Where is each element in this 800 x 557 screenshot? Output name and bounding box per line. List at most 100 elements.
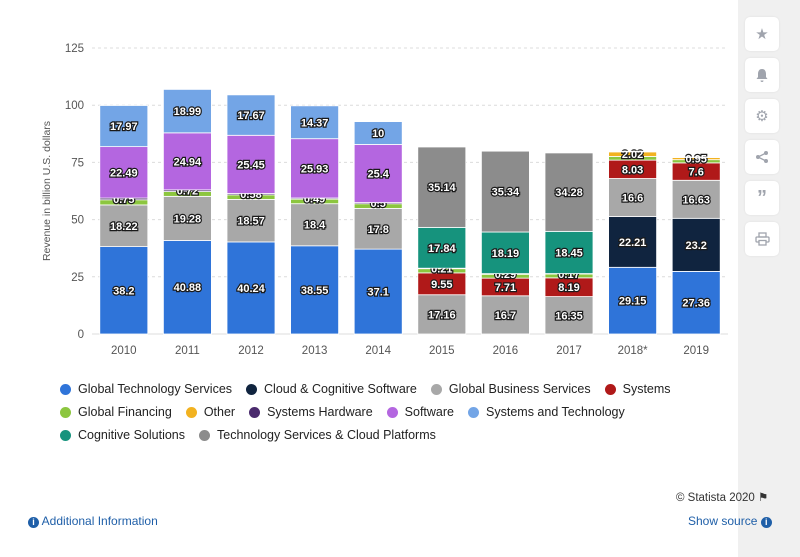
bar-segment: [480, 150, 530, 233]
bar-segment: [671, 217, 721, 272]
data-label: 29.15: [619, 296, 647, 308]
y-tick-label: 125: [65, 43, 84, 55]
bar-segment: [162, 88, 212, 134]
data-label: 17.16: [428, 309, 456, 321]
data-label: 0.95: [685, 154, 706, 166]
show-source-label: Show source: [688, 514, 758, 528]
data-label: 18.99: [174, 106, 202, 118]
x-tick-label: 2012: [238, 345, 264, 357]
legend-item[interactable]: Cognitive Solutions: [60, 428, 185, 442]
data-label: 25.93: [301, 163, 329, 175]
legend-swatch: [60, 383, 71, 395]
side-toolbar: ★ ⚙ ”: [745, 17, 781, 263]
legend-swatch: [468, 406, 480, 418]
bar-segment: [226, 199, 276, 243]
bar-segment: [608, 216, 657, 268]
bar-segment: [544, 230, 594, 274]
legend-item[interactable]: Systems Hardware: [249, 405, 373, 419]
legend-item[interactable]: Global Business Services: [430, 382, 591, 396]
data-label: 40.88: [174, 282, 202, 294]
info-icon: i: [28, 517, 39, 528]
legend-label: Global Business Services: [448, 382, 591, 396]
bar-segment: [608, 150, 657, 153]
bar-segment: [226, 134, 276, 194]
cite-button[interactable]: ”: [745, 181, 779, 215]
x-tick-label: 2016: [493, 345, 519, 357]
gear-icon: ⚙: [755, 108, 769, 125]
legend-item[interactable]: Global Technology Services: [60, 382, 232, 396]
credit-text: © Statista 2020: [676, 492, 755, 504]
data-label: 8.03: [622, 164, 643, 176]
additional-information-link[interactable]: i Additional Information: [28, 514, 158, 528]
chart-svg: 0 25 50 75 100 125 Revenue in billion U.S. dol…: [41, 43, 728, 357]
legend-item[interactable]: Systems and Technology: [468, 405, 625, 419]
legend-item[interactable]: Systems: [604, 382, 671, 396]
y-tick-label: 25: [71, 272, 84, 284]
legend-item[interactable]: Global Financing: [60, 405, 172, 419]
bar-segment: [417, 146, 467, 228]
y-tick-label: 0: [78, 329, 84, 341]
legend-label: Cloud & Cognitive Software: [264, 382, 417, 396]
info-icon: i: [760, 517, 772, 528]
data-label: 14.37: [301, 117, 329, 129]
legend: Global Technology Services Cloud & Cognit…: [60, 382, 730, 451]
legend-label: Software: [404, 405, 455, 419]
data-label: 22.21: [619, 237, 647, 249]
data-label: 16.63: [682, 194, 710, 206]
bar-segment: [290, 203, 340, 247]
favorite-button[interactable]: ★: [745, 17, 779, 51]
legend-label: Cognitive Solutions: [78, 428, 186, 442]
show-source-link[interactable]: Show source i: [688, 514, 772, 528]
x-tick-label: 2014: [365, 345, 391, 357]
legend-row: Global Financing Other Systems Hardware Sof…: [60, 405, 730, 419]
bar-segment: [671, 179, 721, 219]
print-icon: [754, 232, 770, 246]
legend-item[interactable]: Software: [386, 405, 455, 419]
legend-swatch: [246, 383, 258, 395]
x-tick-label: 2011: [175, 345, 200, 357]
legend-label: Global Technology Services: [78, 382, 233, 396]
data-label: 34.28: [555, 187, 583, 199]
data-label: 38.55: [301, 285, 329, 297]
statista-credit: © Statista 2020 ⚑: [676, 490, 768, 504]
legend-item[interactable]: Cloud & Cognitive Software: [246, 382, 417, 396]
bar-segment: [608, 266, 657, 335]
legend-swatch: [430, 383, 442, 395]
data-label: 35.14: [428, 182, 456, 194]
bar-segment: [99, 246, 149, 335]
bar-segment: [544, 152, 594, 232]
x-tick-label: 2019: [683, 345, 709, 357]
quote-icon: ”: [757, 186, 767, 209]
additional-information-label: Additional Information: [41, 514, 158, 528]
bar-segment: [480, 231, 530, 275]
data-label: 16.7: [495, 310, 516, 322]
data-label: 24.94: [174, 156, 202, 168]
bar-segment: [671, 271, 721, 335]
legend-item[interactable]: Technology Services & Cloud Platforms: [199, 428, 436, 442]
data-label: 8.19: [558, 282, 579, 294]
y-tick-label: 100: [65, 100, 84, 112]
legend-swatch: [199, 429, 211, 441]
data-label: 9.55: [431, 279, 452, 291]
bar-segment: [544, 296, 594, 335]
data-label: 38.2: [113, 285, 134, 297]
legend-label: Global Financing: [78, 405, 172, 419]
star-icon: ★: [755, 26, 769, 43]
data-label: 17.8: [367, 224, 388, 236]
notification-button[interactable]: [745, 58, 779, 92]
x-tick-label: 2015: [429, 345, 455, 357]
legend-item[interactable]: Other: [185, 405, 236, 419]
data-label: 27.36: [682, 298, 710, 310]
x-tick-label: 2018*: [618, 345, 649, 357]
bar-segment: [99, 105, 149, 148]
share-button[interactable]: [745, 140, 779, 174]
legend-row: Cognitive Solutions Technology Services &…: [60, 428, 730, 442]
data-label: 40.24: [237, 283, 265, 295]
settings-button[interactable]: ⚙: [745, 99, 779, 133]
bar-segment: [671, 156, 721, 158]
share-icon: [756, 151, 768, 163]
legend-label: Other: [203, 405, 236, 419]
data-label: 7.71: [495, 282, 516, 294]
data-label: 18.4: [304, 220, 326, 232]
print-button[interactable]: [745, 222, 779, 256]
